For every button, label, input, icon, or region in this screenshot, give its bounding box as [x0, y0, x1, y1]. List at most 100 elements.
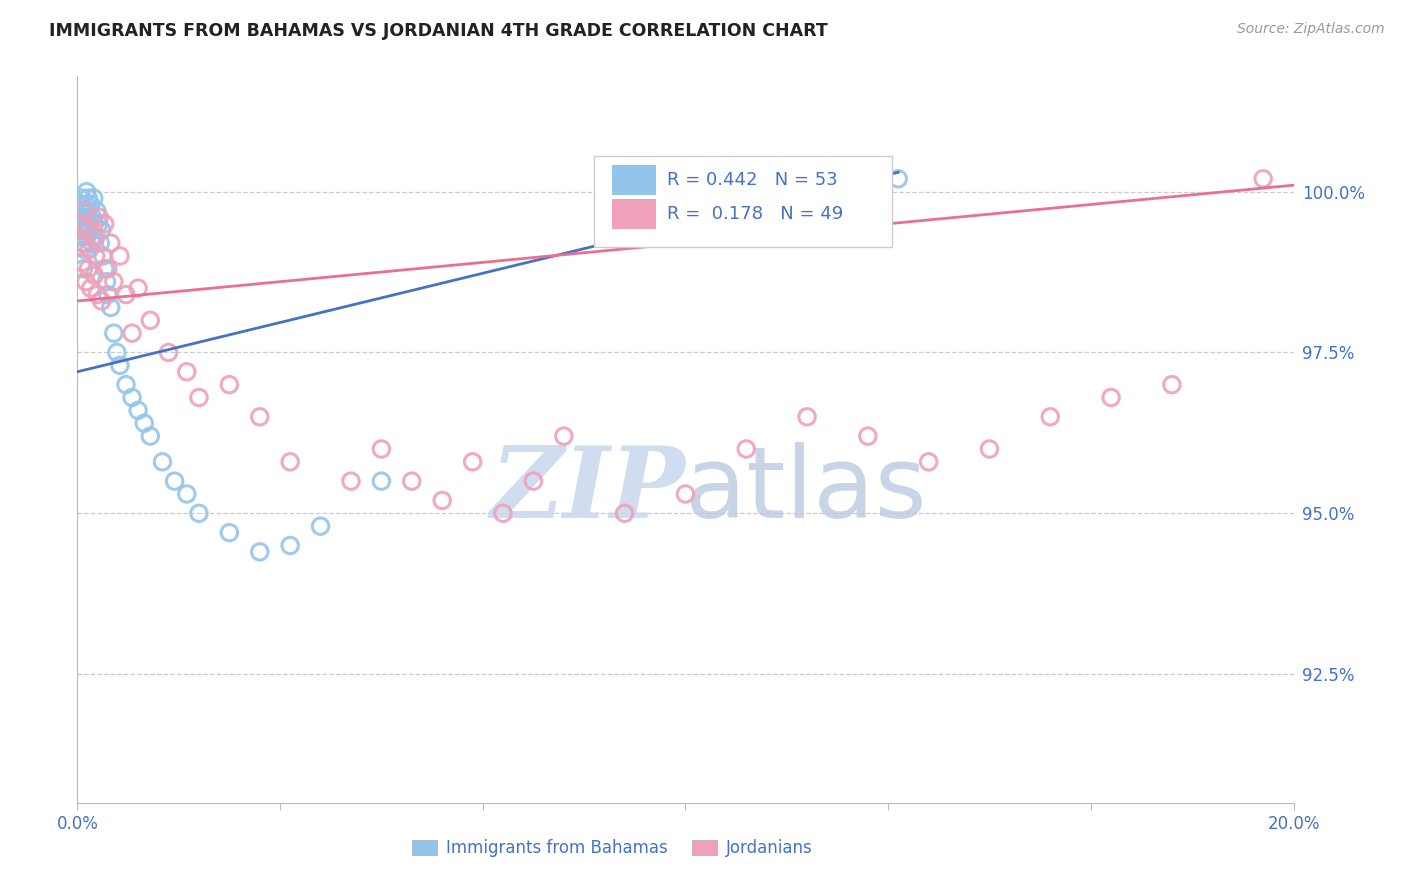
Point	[93, 261, 115, 276]
Point	[72, 223, 94, 237]
Point	[72, 203, 94, 218]
Point	[492, 506, 515, 520]
Point	[86, 203, 108, 218]
Point	[735, 442, 758, 456]
Point	[72, 203, 94, 218]
Point	[82, 211, 104, 225]
Point	[79, 223, 101, 237]
Point	[522, 474, 544, 488]
Point	[249, 545, 271, 559]
Point	[108, 359, 131, 373]
Point	[401, 474, 423, 488]
Point	[309, 519, 332, 533]
Point	[134, 416, 156, 430]
Point	[115, 287, 138, 301]
Point	[70, 236, 93, 251]
Point	[86, 287, 108, 301]
Point	[97, 261, 120, 276]
Point	[887, 171, 910, 186]
Point	[796, 409, 818, 424]
Point	[80, 281, 103, 295]
FancyBboxPatch shape	[595, 156, 893, 247]
Point	[90, 293, 112, 308]
Point	[105, 345, 128, 359]
Point	[127, 403, 149, 417]
Point	[75, 197, 97, 211]
Point	[188, 506, 211, 520]
Point	[918, 455, 941, 469]
Point	[73, 243, 96, 257]
Text: R =  0.178   N = 49: R = 0.178 N = 49	[668, 205, 844, 223]
Point	[675, 487, 697, 501]
Point	[139, 429, 162, 443]
Point	[89, 211, 111, 225]
Point	[75, 185, 97, 199]
Point	[103, 326, 125, 340]
Point	[152, 455, 174, 469]
Point	[75, 275, 97, 289]
Point	[77, 191, 100, 205]
Point	[553, 429, 575, 443]
Point	[1099, 391, 1122, 405]
Point	[218, 525, 240, 540]
Point	[80, 236, 103, 251]
Point	[87, 217, 110, 231]
Point	[70, 217, 93, 231]
Point	[340, 474, 363, 488]
Point	[176, 487, 198, 501]
Point	[127, 281, 149, 295]
Point	[96, 275, 118, 289]
Text: Source: ZipAtlas.com: Source: ZipAtlas.com	[1237, 22, 1385, 37]
Point	[121, 326, 143, 340]
Point	[1039, 409, 1062, 424]
Point	[163, 474, 186, 488]
Point	[97, 287, 120, 301]
Point	[70, 191, 93, 205]
Point	[69, 229, 91, 244]
Point	[218, 377, 240, 392]
Text: IMMIGRANTS FROM BAHAMAS VS JORDANIAN 4TH GRADE CORRELATION CHART: IMMIGRANTS FROM BAHAMAS VS JORDANIAN 4TH…	[49, 22, 828, 40]
Point	[100, 236, 122, 251]
Point	[157, 345, 180, 359]
Point	[80, 197, 103, 211]
Point	[73, 211, 96, 225]
Point	[91, 249, 114, 263]
Point	[84, 249, 107, 263]
Point	[856, 429, 879, 443]
Text: R = 0.442   N = 53: R = 0.442 N = 53	[668, 170, 838, 189]
Point	[370, 474, 392, 488]
Point	[89, 236, 111, 251]
Point	[115, 377, 138, 392]
Point	[75, 223, 97, 237]
Legend: Immigrants from Bahamas, Jordanians: Immigrants from Bahamas, Jordanians	[406, 832, 820, 863]
Point	[188, 391, 211, 405]
Point	[76, 223, 98, 237]
Point	[979, 442, 1001, 456]
Point	[76, 203, 98, 218]
Point	[1161, 377, 1184, 392]
Point	[70, 255, 93, 269]
Point	[613, 506, 636, 520]
Point	[70, 217, 93, 231]
Point	[73, 236, 96, 251]
Point	[1251, 171, 1274, 186]
Point	[82, 229, 104, 244]
FancyBboxPatch shape	[613, 199, 657, 229]
Point	[103, 275, 125, 289]
Point	[121, 391, 143, 405]
Point	[176, 365, 198, 379]
Point	[69, 211, 91, 225]
Point	[93, 217, 115, 231]
Point	[70, 197, 93, 211]
Point	[83, 217, 105, 231]
Text: ZIP: ZIP	[491, 442, 686, 539]
Point	[461, 455, 484, 469]
Point	[83, 191, 105, 205]
Point	[278, 539, 301, 553]
Point	[278, 455, 301, 469]
Point	[90, 223, 112, 237]
Point	[77, 261, 100, 276]
Point	[76, 229, 98, 244]
Point	[83, 268, 105, 283]
Point	[77, 211, 100, 225]
